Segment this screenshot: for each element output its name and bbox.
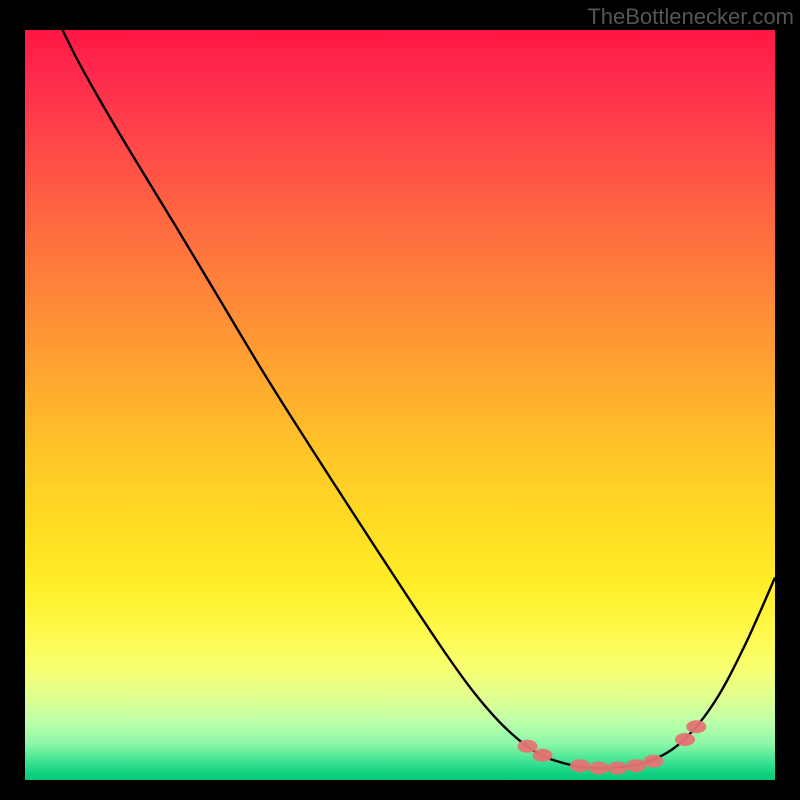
bottleneck-curve-chart — [0, 0, 800, 800]
chart-container: TheBottlenecker.com — [0, 0, 800, 800]
gradient-background — [25, 30, 775, 780]
attribution-text: TheBottlenecker.com — [587, 4, 794, 30]
marker-dot — [644, 755, 664, 768]
marker-dot — [589, 762, 609, 775]
marker-dot — [608, 762, 628, 775]
marker-dot — [518, 740, 538, 753]
marker-dot — [686, 720, 706, 733]
marker-dot — [533, 749, 553, 762]
marker-dot — [675, 733, 695, 746]
marker-dot — [570, 759, 590, 772]
marker-dot — [626, 759, 646, 772]
